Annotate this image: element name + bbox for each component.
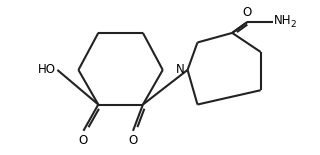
Text: HO: HO [38,63,56,76]
Text: O: O [79,134,88,147]
Text: N: N [176,63,185,76]
Text: NH: NH [274,14,292,27]
Text: O: O [128,134,138,147]
Text: 2: 2 [290,20,296,29]
Text: O: O [243,6,252,19]
